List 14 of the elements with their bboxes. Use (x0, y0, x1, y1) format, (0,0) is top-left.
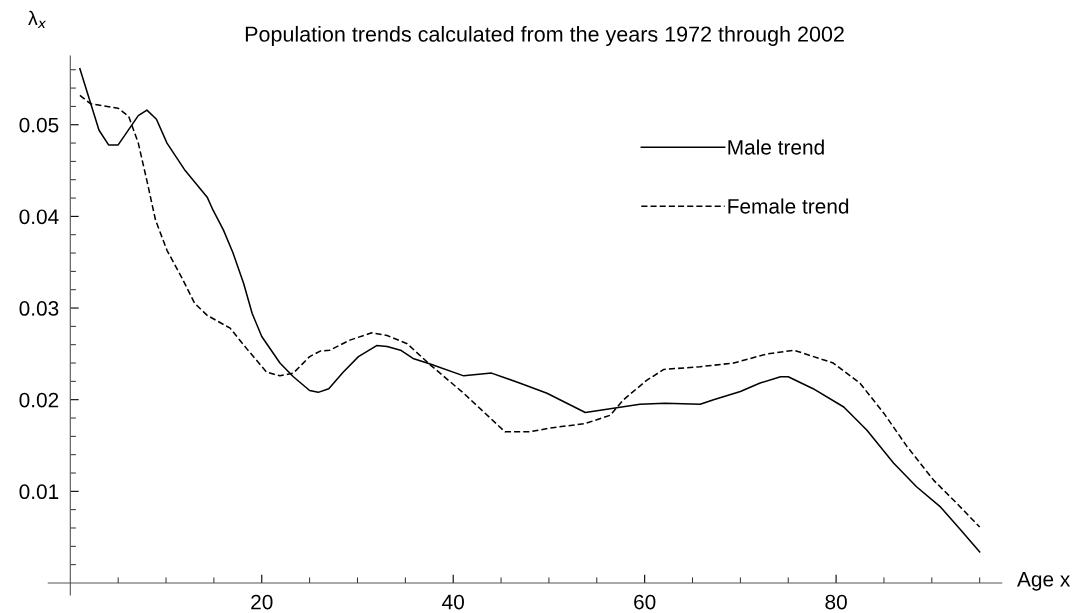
chart-title: Population trends calculated from the years 1972 through 2002 (245, 25, 844, 47)
y-tick-label: 0.05 (19, 117, 59, 133)
x-tick-label: 20 (251, 594, 273, 610)
legend-label: Male trend (728, 139, 824, 155)
x-axis-title: Age x (1017, 572, 1071, 591)
x-tick-label: 80 (825, 594, 847, 610)
x-tick-label: 40 (442, 594, 464, 610)
y-axis-title: λ$_{x}$ (28, 10, 47, 29)
y-tick-label: 0.04 (19, 209, 59, 225)
y-tick-label: 0.02 (19, 392, 59, 408)
y-tick-label: 0.03 (19, 301, 59, 316)
x-tick-label: 60 (634, 594, 656, 610)
legend-label: Female trend (728, 198, 849, 214)
y-tick-label: 0.01 (19, 484, 59, 500)
